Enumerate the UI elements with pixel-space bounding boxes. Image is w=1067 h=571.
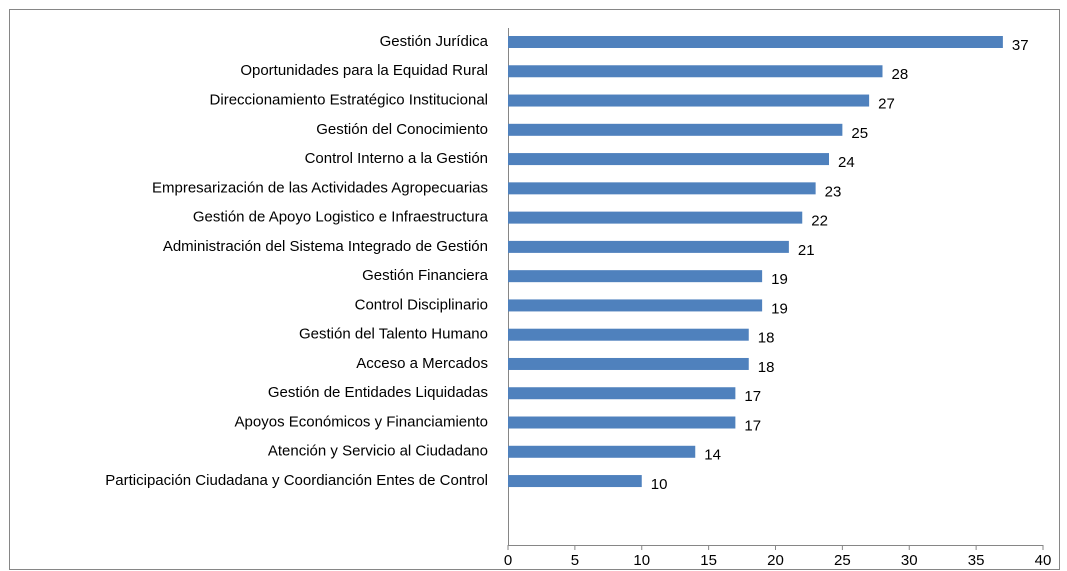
x-tick-label: 0: [504, 552, 512, 569]
value-label: 25: [851, 125, 868, 142]
y-tick-label: Oportunidades para la Equidad Rural: [240, 62, 488, 79]
y-tick-label: Atención y Servicio al Ciudadano: [268, 443, 488, 460]
bar: [508, 65, 883, 78]
value-label: 37: [1012, 37, 1029, 54]
value-label: 14: [704, 447, 721, 464]
bar: [508, 299, 763, 312]
value-label: 10: [651, 476, 668, 493]
value-label: 17: [744, 388, 761, 405]
x-tick-label: 20: [767, 552, 784, 569]
bar: [508, 153, 829, 166]
value-label: 22: [811, 213, 828, 230]
x-tick-label: 15: [700, 552, 717, 569]
y-tick-label: Gestión de Apoyo Logistico e Infraestruc…: [193, 209, 489, 226]
x-tick-label: 35: [968, 552, 985, 569]
bar: [508, 416, 736, 429]
bar: [508, 270, 763, 283]
y-tick-label: Acceso a Mercados: [356, 355, 488, 372]
x-tick-label: 10: [633, 552, 650, 569]
y-tick-label: Gestión Financiera: [362, 267, 489, 284]
bar: [508, 475, 642, 488]
value-label: 18: [758, 330, 775, 347]
value-label: 27: [878, 96, 895, 113]
y-tick-label: Apoyos Económicos y Financiamiento: [235, 413, 488, 430]
bar: [508, 328, 749, 341]
bar: [508, 211, 803, 224]
value-label: 24: [838, 154, 855, 171]
bar: [508, 182, 816, 195]
y-tick-label: Control Disciplinario: [355, 296, 488, 313]
value-label: 21: [798, 242, 815, 259]
bar: [508, 357, 749, 370]
x-tick-label: 5: [571, 552, 579, 569]
bar: [508, 36, 1003, 48]
bar: [508, 240, 789, 253]
y-tick-label: Participación Ciudadana y Coordianción E…: [105, 472, 488, 489]
x-tick-label: 25: [834, 552, 851, 569]
value-label: 19: [771, 300, 788, 317]
value-label: 23: [825, 183, 842, 200]
bar: [508, 123, 843, 136]
x-tick-label: 30: [901, 552, 918, 569]
bar: [508, 387, 736, 400]
value-label: 28: [892, 66, 909, 83]
y-tick-label: Administración del Sistema Integrado de …: [163, 238, 488, 255]
y-tick-label: Direccionamiento Estratégico Institucion…: [210, 92, 488, 109]
x-tick-label: 40: [1035, 552, 1052, 569]
y-tick-label: Control Interno a la Gestión: [305, 150, 488, 167]
y-tick-label: Empresarización de las Actividades Agrop…: [152, 179, 488, 196]
value-label: 17: [744, 417, 761, 434]
y-tick-label: Gestión del Talento Humano: [299, 326, 488, 343]
y-tick-label: Gestión del Conocimiento: [316, 121, 488, 138]
y-tick-label: Gestión Jurídica: [380, 33, 489, 50]
y-tick-label: Gestión de Entidades Liquidadas: [268, 384, 488, 401]
value-label: 18: [758, 359, 775, 376]
bar: [508, 445, 696, 458]
bar: [508, 94, 870, 107]
value-label: 19: [771, 271, 788, 288]
